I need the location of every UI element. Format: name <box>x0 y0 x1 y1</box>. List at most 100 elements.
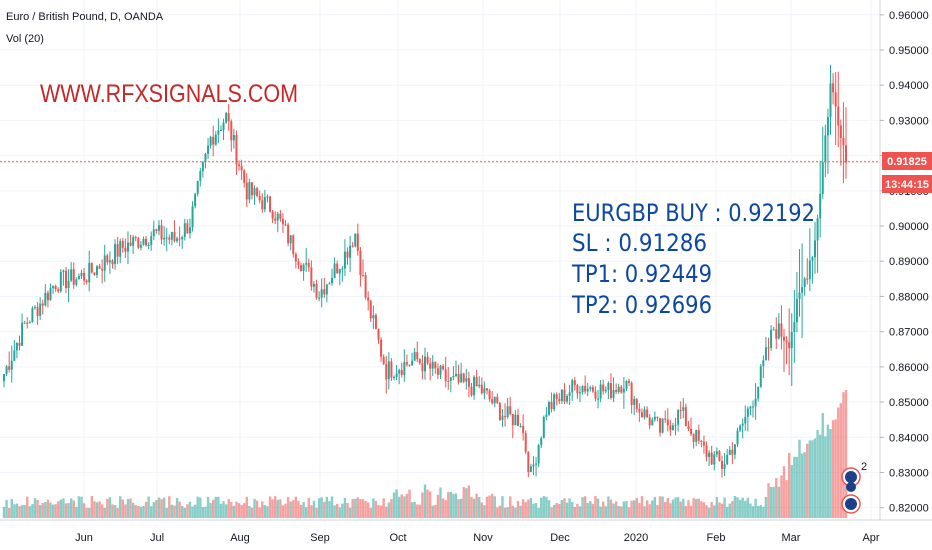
candle-body <box>49 288 52 301</box>
candle-body <box>426 356 429 364</box>
watermark-text: WWW.RFXSIGNALS.COM <box>40 80 298 108</box>
volume-bar <box>583 496 587 518</box>
volume-bar <box>54 504 57 518</box>
candle-body <box>398 370 401 374</box>
current-price-tag[interactable]: 0.91825 13:44:15 <box>882 152 932 193</box>
candle-body <box>744 416 747 424</box>
volume-bar <box>348 507 352 518</box>
candle-body <box>733 444 736 455</box>
candle-body <box>176 238 179 242</box>
volume-bar <box>245 496 248 518</box>
candle-body <box>281 218 284 225</box>
candle-body <box>194 193 197 207</box>
y-tick-label: 0.88000 <box>889 291 929 303</box>
candle-body <box>692 434 695 442</box>
volume-bar <box>284 503 287 518</box>
volume-bar <box>302 502 305 518</box>
volume-bar <box>589 501 592 518</box>
candle-body <box>454 373 457 377</box>
price-axis-panel[interactable] <box>880 0 932 520</box>
volume-bar <box>744 500 747 518</box>
volume-bar <box>798 439 801 518</box>
candle-body <box>563 389 566 402</box>
candle-body <box>173 232 176 242</box>
candle-body <box>431 361 434 369</box>
candle-body <box>98 266 101 269</box>
candle-body <box>111 260 114 265</box>
candle-body <box>622 388 625 393</box>
volume-bar <box>103 507 106 518</box>
candle-body <box>542 416 545 439</box>
candle-body <box>527 451 530 473</box>
price-axis[interactable]: 0.960000.950000.940000.930000.920000.910… <box>880 10 929 515</box>
volume-bar <box>31 504 34 518</box>
volume-bar <box>542 496 546 518</box>
x-tick-label: Aug <box>230 532 250 544</box>
volume-bar <box>710 502 713 518</box>
volume-bar <box>214 496 217 518</box>
volume-bar <box>403 496 406 518</box>
volume-bar <box>622 501 626 518</box>
volume-bar <box>599 506 602 518</box>
candle-body <box>522 425 525 434</box>
y-tick-label: 0.89000 <box>889 256 929 268</box>
volume-bar <box>831 420 835 518</box>
candle-body <box>307 263 310 268</box>
volume-bar <box>323 501 326 518</box>
candle-body <box>367 297 370 301</box>
candle-body <box>15 342 18 351</box>
candle-body <box>325 284 328 295</box>
time-axis-panel[interactable] <box>0 520 932 550</box>
volume-bar <box>519 505 522 518</box>
candle-body <box>669 425 672 431</box>
candle-body <box>103 255 106 271</box>
volume-bar <box>408 489 411 518</box>
volume-bar <box>64 503 68 518</box>
time-axis[interactable]: Jun Jul Aug Sep Oct Nov Dec 2020 Feb Mar Apr <box>75 532 880 544</box>
volume-bar <box>222 501 225 518</box>
volume-bar <box>782 466 786 518</box>
volume-bar <box>447 492 450 518</box>
volume-bar <box>108 497 112 518</box>
volume-bar <box>643 506 646 518</box>
candle-body <box>795 299 798 323</box>
candle-body <box>243 170 246 183</box>
candle-body <box>72 269 75 285</box>
candle-body <box>467 378 470 387</box>
candle-body <box>573 380 576 386</box>
volume-bar <box>33 498 37 518</box>
volume-bar <box>653 496 657 518</box>
candle-body <box>803 278 806 287</box>
candle-body <box>186 223 189 234</box>
candle-body <box>274 218 277 221</box>
volume-bar <box>243 503 246 518</box>
volume-legend[interactable]: Vol (20) <box>6 33 44 45</box>
candle-body <box>584 385 587 392</box>
candle-body <box>225 112 228 123</box>
volume-bar <box>576 503 579 518</box>
candle-body <box>36 307 39 316</box>
volume-bar <box>354 498 357 518</box>
volume-bar <box>818 434 822 518</box>
candle-body <box>93 272 96 275</box>
candle-body <box>824 135 827 163</box>
candle-body <box>364 275 367 298</box>
volume-bar <box>596 498 600 518</box>
x-tick-label: Jul <box>150 532 164 544</box>
volume-bar <box>718 502 721 518</box>
candle-body <box>80 272 83 277</box>
volume-bar <box>594 496 597 518</box>
candle-body <box>424 356 426 372</box>
candle-body <box>70 269 73 281</box>
x-tick-label: Sep <box>310 532 330 544</box>
symbol-legend[interactable]: Euro / British Pound, D, OANDA <box>6 11 164 23</box>
candle-body <box>59 271 62 292</box>
candle-body <box>509 406 512 414</box>
candle-body <box>524 433 527 452</box>
volume-bar <box>534 502 538 518</box>
candle-body <box>269 196 272 212</box>
candle-body <box>333 263 336 278</box>
candle-body <box>387 361 390 380</box>
